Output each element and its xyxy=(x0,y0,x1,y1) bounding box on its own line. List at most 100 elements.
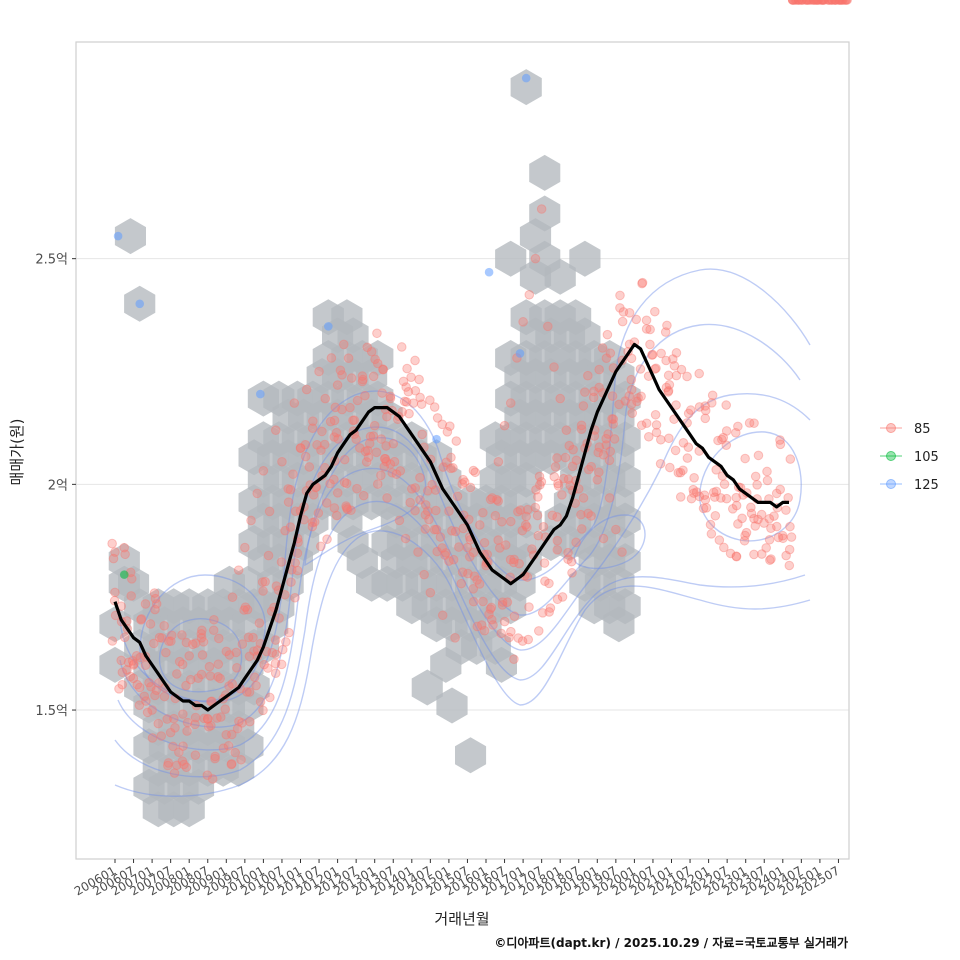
point-85 xyxy=(588,392,599,403)
point-85 xyxy=(348,415,358,426)
point-85 xyxy=(136,614,147,624)
point-85 xyxy=(147,705,157,715)
point-85 xyxy=(134,682,145,693)
y-axis-title: 매매가(원) xyxy=(8,419,26,486)
point-85 xyxy=(651,427,662,438)
point-85 xyxy=(463,568,473,579)
point-85 xyxy=(403,386,414,397)
hexbin-cell xyxy=(362,340,394,376)
point-85 xyxy=(364,438,375,449)
point-85 xyxy=(604,493,615,503)
point-85 xyxy=(337,404,347,415)
point-85 xyxy=(571,455,582,466)
point-85 xyxy=(425,587,436,598)
point-85 xyxy=(360,446,371,457)
point-85 xyxy=(213,659,224,669)
hexbin-cell xyxy=(609,461,641,498)
point-85 xyxy=(381,456,392,467)
point-85 xyxy=(469,571,480,581)
point-85 xyxy=(663,387,674,397)
point-85 xyxy=(141,696,151,706)
point-85 xyxy=(793,0,804,5)
point-85 xyxy=(641,324,652,334)
point-85 xyxy=(190,712,201,723)
point-85 xyxy=(671,400,681,410)
point-85 xyxy=(468,547,479,558)
point-85 xyxy=(242,604,253,615)
point-85 xyxy=(440,550,450,560)
point-85 xyxy=(486,614,497,625)
point-85 xyxy=(793,0,804,5)
point-85 xyxy=(710,510,721,521)
point-85 xyxy=(161,647,171,658)
point-85 xyxy=(796,0,807,5)
point-85 xyxy=(840,0,850,5)
point-85 xyxy=(563,474,574,485)
point-85 xyxy=(181,762,192,773)
point-85 xyxy=(689,488,699,498)
point-85 xyxy=(647,350,657,360)
point-85 xyxy=(271,581,282,591)
point-85 xyxy=(234,716,244,727)
point-85 xyxy=(552,535,563,546)
point-85 xyxy=(281,637,291,647)
point-85 xyxy=(452,491,463,502)
hexbin-cell xyxy=(609,543,641,580)
y-axis-ticks: 1.5억 2억 2.5억 xyxy=(35,253,76,719)
point-85 xyxy=(719,542,729,553)
hexbin-cell xyxy=(609,588,641,625)
point-85 xyxy=(360,390,370,401)
point-85 xyxy=(140,660,151,670)
point-85 xyxy=(741,527,752,538)
point-85 xyxy=(329,432,339,442)
point-85 xyxy=(283,497,294,507)
point-85 xyxy=(207,774,218,784)
point-85 xyxy=(567,568,577,578)
point-85 xyxy=(422,506,433,516)
point-85 xyxy=(564,440,575,451)
point-85 xyxy=(656,348,666,359)
point-85 xyxy=(576,420,587,431)
hexbin-cell xyxy=(510,502,542,539)
point-85 xyxy=(120,549,130,560)
point-85 xyxy=(725,548,736,559)
density-contour xyxy=(139,574,266,702)
point-85 xyxy=(246,515,256,526)
point-85 xyxy=(422,486,433,496)
point-85 xyxy=(150,604,160,615)
point-85 xyxy=(329,503,340,513)
point-85 xyxy=(645,324,655,335)
hexbin-cell xyxy=(99,606,131,643)
point-85 xyxy=(267,647,278,658)
point-85 xyxy=(244,651,255,662)
hexbin-cell xyxy=(232,728,264,765)
hexbin-cell xyxy=(510,543,542,580)
point-85 xyxy=(532,510,543,521)
point-85 xyxy=(505,398,516,408)
point-85 xyxy=(379,453,390,464)
point-85 xyxy=(300,451,311,462)
point-85 xyxy=(468,596,479,607)
point-85 xyxy=(290,558,301,568)
point-85 xyxy=(661,382,672,393)
point-85 xyxy=(840,0,851,5)
point-85 xyxy=(357,371,368,381)
hexbin-cell xyxy=(495,240,527,277)
point-85 xyxy=(549,471,560,482)
point-85 xyxy=(165,727,176,738)
point-85 xyxy=(694,491,705,502)
point-85 xyxy=(675,492,686,502)
point-85 xyxy=(836,0,847,5)
point-85 xyxy=(170,723,180,733)
point-85 xyxy=(609,434,620,444)
point-85 xyxy=(196,629,207,639)
point-85 xyxy=(240,602,251,612)
point-85 xyxy=(485,494,496,505)
point-85 xyxy=(651,363,661,374)
point-85 xyxy=(146,681,156,692)
point-85 xyxy=(244,687,255,697)
point-85 xyxy=(719,479,730,489)
point-85 xyxy=(252,488,263,499)
point-85 xyxy=(257,577,268,587)
point-85 xyxy=(139,691,150,702)
